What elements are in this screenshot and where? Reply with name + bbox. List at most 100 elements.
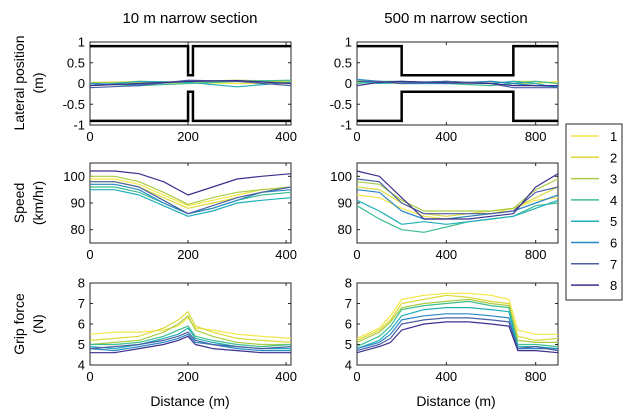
panel-r0-c1: 10.50-0.5-10 400 800: [330, 35, 559, 144]
series-line-5: [356, 307, 559, 350]
xtick-label: 800: [525, 247, 547, 262]
ytick-label: 0.5: [334, 55, 352, 70]
series-line-5: [89, 80, 292, 88]
ytick-label: -0.5: [330, 97, 352, 112]
series-line-2: [356, 294, 559, 341]
ytick-label: 90: [71, 196, 85, 211]
ytick-label: 0: [345, 76, 352, 91]
xlabel-left: Distance (m): [150, 393, 229, 409]
legend: 1 2 3 4 5 6 7 8: [565, 123, 623, 301]
xtick-label: 400: [435, 129, 457, 144]
series-line-8: [90, 170, 292, 196]
ytick-label: 80: [71, 222, 85, 237]
xtick-label: 400: [275, 247, 297, 262]
panel-r2-c0: 8 7 6 5 40 200 400: [78, 276, 297, 385]
ytick-label: 1: [78, 35, 85, 50]
series-line-8: [356, 80, 558, 87]
ylabel-grip-line2: (N): [30, 314, 46, 333]
series-line-3: [89, 315, 291, 346]
legend-label-1: 1: [610, 129, 617, 144]
ytick-label: 1: [345, 35, 352, 50]
column-title-10m: 10 m narrow section: [122, 10, 257, 27]
panel-r2-c1: 8 7 6 5 40 400 800: [345, 276, 559, 384]
series-line-8: [356, 170, 559, 220]
ytick-label: 7: [345, 296, 352, 311]
series-line-4: [356, 300, 559, 348]
ytick-label: 4: [78, 358, 85, 373]
series-line-1: [356, 292, 558, 339]
panel-r0-c0: 10.50-0.5-10 200 400: [63, 35, 297, 145]
series-line-6: [89, 333, 291, 352]
ylabel-speed-line1: Speed: [11, 183, 27, 223]
xlabel-right: Distance (m): [416, 393, 495, 409]
ytick-label: 7: [78, 296, 85, 311]
ytick-label: 6: [345, 317, 352, 332]
xtick-label: 0: [353, 129, 360, 144]
legend-label-2: 2: [610, 150, 617, 165]
series-line-8: [89, 79, 292, 87]
series-line-7: [90, 181, 292, 215]
xtick-label: 0: [353, 247, 360, 262]
road-boundary-lower: [357, 90, 558, 123]
xtick-label: 0: [86, 369, 93, 384]
series-line-2: [89, 311, 292, 343]
ytick-label: 100: [330, 169, 352, 184]
ytick-label: -1: [73, 118, 85, 133]
ytick-label: 90: [338, 196, 352, 211]
legend-label-8: 8: [610, 278, 617, 293]
ylabel-lateral-line2: (m): [30, 73, 46, 94]
axes-box: [89, 162, 292, 244]
xtick-label: 200: [177, 247, 199, 262]
ytick-label: 8: [78, 276, 85, 291]
xtick-label: 400: [275, 369, 297, 384]
road-boundary-lower: [90, 90, 291, 123]
legend-label-3: 3: [610, 172, 617, 187]
xtick-label: 400: [275, 129, 297, 144]
ytick-label: 80: [338, 222, 352, 237]
legend-label-4: 4: [610, 193, 617, 208]
xtick-label: 0: [353, 369, 360, 384]
ytick-label: 5: [345, 337, 352, 352]
ylabel-speed-line2: (km/hr): [30, 181, 46, 225]
ytick-label: 6: [78, 317, 85, 332]
xtick-label: 0: [86, 129, 93, 144]
series-line-7: [356, 317, 559, 352]
legend-label-7: 7: [610, 257, 617, 272]
legend-label-5: 5: [610, 214, 617, 229]
ytick-label: 8: [345, 276, 352, 291]
axes-box: [356, 282, 559, 366]
ylabel-lateral-line1: Lateral position: [11, 36, 27, 131]
ytick-label: -0.5: [63, 97, 85, 112]
ytick-label: 4: [345, 358, 352, 373]
series-line-3: [90, 175, 292, 205]
series-line-6: [356, 189, 559, 220]
xtick-label: 200: [177, 129, 199, 144]
xtick-label: 800: [525, 369, 547, 384]
series-line-5: [90, 189, 292, 217]
xtick-label: 800: [525, 129, 547, 144]
series-line-7: [89, 331, 292, 350]
road-boundary-upper: [90, 44, 291, 77]
ytick-label: 0: [78, 76, 85, 91]
column-title-500m: 500 m narrow section: [384, 10, 527, 27]
ylabel-grip-line1: Grip force: [11, 293, 27, 355]
xtick-label: 400: [435, 247, 457, 262]
xtick-label: 0: [86, 247, 93, 262]
xtick-label: 200: [177, 369, 199, 384]
ytick-label: 100: [63, 169, 85, 184]
ytick-label: -1: [340, 118, 352, 133]
series-line-3: [356, 298, 558, 343]
legend-label-6: 6: [610, 236, 617, 251]
series-line-5: [356, 199, 559, 225]
series-line-7: [89, 79, 292, 89]
panel-r1-c1: 100 90 800 400 800: [330, 162, 559, 262]
series-line-7: [356, 178, 559, 215]
series-line-8: [90, 335, 291, 354]
series-line-2: [356, 186, 559, 217]
series-line-1: [90, 178, 292, 207]
series-line-4: [356, 202, 559, 233]
road-boundary-upper: [357, 44, 558, 77]
ytick-label: 5: [78, 337, 85, 352]
series-line-1: [89, 317, 292, 339]
